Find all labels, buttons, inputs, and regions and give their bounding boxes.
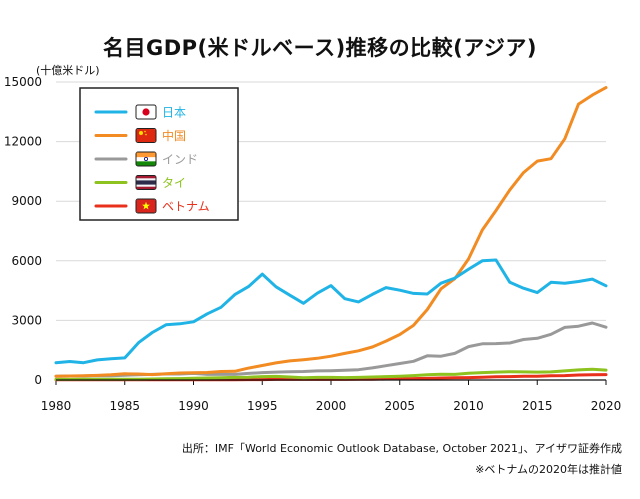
vietnam-flag-icon [135,198,157,214]
japan-flag-icon [135,104,157,120]
y-tick-label: 6000 [11,254,42,268]
legend-label: 中国 [162,128,186,143]
series-line [54,258,608,365]
x-tick-label: 1985 [109,399,140,413]
legend-label: インド [162,153,198,167]
y-tick-label: 15000 [4,75,42,89]
legend-item: ベトナム [94,198,210,214]
legend-label: タイ [162,176,186,190]
series-line [54,367,608,381]
legend-item: 中国 [94,128,186,143]
x-tick-label: 2020 [591,399,622,413]
x-tick-label: 2005 [384,399,415,413]
y-tick-label: 3000 [11,313,42,327]
y-tick-label: 0 [34,373,42,387]
x-tick-label: 2010 [453,399,484,413]
y-tick-label: 9000 [11,194,42,208]
x-tick-label: 1990 [178,399,209,413]
source-note: 出所：IMF「World Economic Outlook Database, … [181,442,622,455]
x-tick-label: 2000 [316,399,347,413]
legend-item: 日本 [94,104,186,120]
y-tick-label: 12000 [4,135,42,149]
legend-box [79,87,239,221]
china-flag-icon [135,128,157,143]
series-line [54,321,608,378]
x-tick-label: 1995 [247,399,278,413]
y-axis-unit-label: (十億米ドル) [36,63,100,77]
chart-title: 名目GDP(米ドルベース)推移の比較(アジア) [102,36,538,60]
axis-ticks: 0 3000 6000 9000 12000 15000 1980 1985 1990 1995 2… [4,75,621,413]
x-tick-label: 2015 [522,399,553,413]
legend-label: 日本 [162,106,186,120]
series-line [54,86,608,378]
thailand-flag-icon [135,175,157,190]
legend-item: インド [94,151,198,167]
legend-label: ベトナム [162,200,210,214]
legend-item: タイ [94,175,186,190]
estimate-note: ※ベトナムの2020年は推計値 [475,463,622,476]
india-flag-icon [135,151,157,167]
x-tick-label: 1980 [41,399,72,413]
